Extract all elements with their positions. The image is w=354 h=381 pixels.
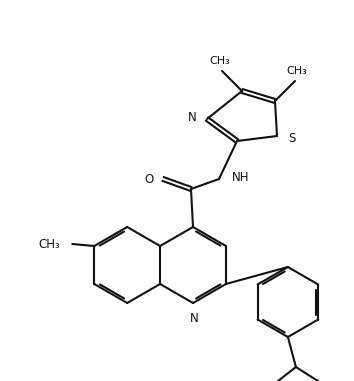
Text: N: N: [188, 110, 197, 123]
Text: CH₃: CH₃: [287, 66, 307, 76]
Text: O: O: [145, 173, 154, 186]
Text: CH₃: CH₃: [210, 56, 230, 66]
Text: CH₃: CH₃: [39, 237, 60, 250]
Text: N: N: [190, 312, 198, 325]
Text: NH: NH: [232, 171, 250, 184]
Text: S: S: [288, 131, 295, 144]
